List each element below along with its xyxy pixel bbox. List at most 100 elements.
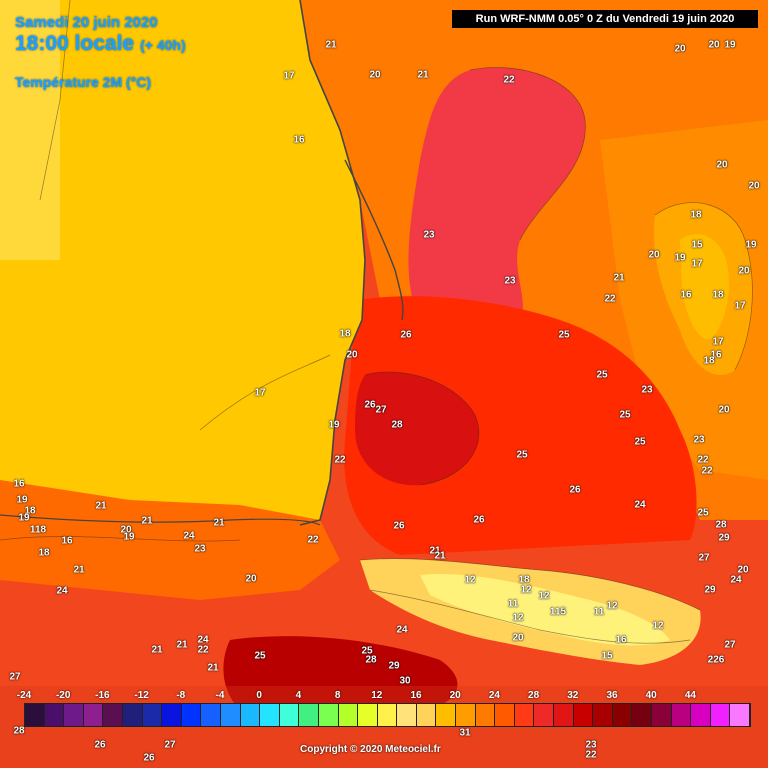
copyright: Copyright © 2020 Meteociel.fr xyxy=(300,744,441,755)
legend-tick-label: 0 xyxy=(256,690,262,701)
legend-swatch xyxy=(377,704,398,726)
temperature-value: 12 xyxy=(512,612,524,624)
south-hot-zone xyxy=(223,636,458,710)
temperature-value: 118 xyxy=(29,524,47,536)
legend-swatch xyxy=(554,704,574,726)
temperature-value: 21 xyxy=(73,564,85,576)
temperature-value: 19 xyxy=(745,239,757,251)
temperature-value: 28 xyxy=(365,654,377,666)
temperature-value: 20 xyxy=(748,180,760,192)
temperature-value: 17 xyxy=(691,258,703,270)
temperature-value: 21 xyxy=(417,69,429,81)
temperature-value: 23 xyxy=(641,384,653,396)
parameter-label: Température 2M (°C) xyxy=(15,74,152,90)
legend-swatch xyxy=(632,704,652,726)
temperature-value: 18 xyxy=(24,505,36,517)
temperature-value: 115 xyxy=(549,606,567,618)
legend-tick-label: 24 xyxy=(488,690,500,701)
legend-swatch xyxy=(299,704,319,726)
temperature-value: 25 xyxy=(634,436,646,448)
temperature-value: 23 xyxy=(504,275,516,287)
temperature-value: 11 xyxy=(593,606,605,618)
legend-tick-label: 32 xyxy=(567,690,579,701)
temperature-value: 26 xyxy=(569,484,581,496)
lead-time: (+ 40h) xyxy=(140,37,186,53)
legend-tick-label: -24 xyxy=(16,690,32,701)
temperature-value: 20 xyxy=(737,564,749,576)
legend-swatch xyxy=(103,704,123,726)
temperature-value: 17 xyxy=(712,336,724,348)
temperature-value: 24 xyxy=(197,634,209,646)
legend-swatch xyxy=(338,704,359,726)
atlantic-ocean xyxy=(0,0,365,520)
temperature-value: 29 xyxy=(718,532,730,544)
legend-swatch xyxy=(44,704,65,726)
temperature-value: 22 xyxy=(334,454,346,466)
temperature-value: 27 xyxy=(698,552,710,564)
legend-swatch xyxy=(436,704,457,726)
temperature-value: 20 xyxy=(674,43,686,55)
temperature-value: 28 xyxy=(715,519,727,531)
temperature-value: 20 xyxy=(346,349,358,361)
temperature-value: 27 xyxy=(164,739,176,751)
temperature-value: 25 xyxy=(619,409,631,421)
legend-ticks: -24 -20 -16 -12 -8 -4 0 4 8 12 16 20 24 28 32 36 40 44 xyxy=(17,690,746,702)
temperature-value: 21 xyxy=(613,272,625,284)
temperature-value: 20 xyxy=(648,249,660,261)
temperature-value: 20 xyxy=(716,159,728,171)
temperature-value: 20 xyxy=(708,39,720,51)
temperature-value: 23 xyxy=(423,229,435,241)
legend-tick-label: 16 xyxy=(410,690,422,701)
temperature-value: 23 xyxy=(194,543,206,555)
legend-swatch xyxy=(142,704,163,726)
temperature-value: 21 xyxy=(213,517,225,529)
legend-swatch xyxy=(671,704,692,726)
temperature-value: 12 xyxy=(606,600,618,612)
temperature-value: 26 xyxy=(393,520,405,532)
temperature-value: 21 xyxy=(207,662,219,674)
temperature-value: 19 xyxy=(724,39,736,51)
legend-swatch xyxy=(534,704,555,726)
temperature-value: 28 xyxy=(13,725,25,737)
temperature-value: 21 xyxy=(141,515,153,527)
legend-tick-label: -4 xyxy=(215,690,225,701)
legend-swatch xyxy=(240,704,261,726)
temperature-value: 24 xyxy=(730,574,742,586)
temperature-value: 16 xyxy=(61,535,73,547)
temperature-value: 24 xyxy=(183,530,195,542)
legend-swatch xyxy=(64,704,84,726)
temperature-value: 21 xyxy=(429,545,441,557)
temperature-value: 11 xyxy=(507,598,519,610)
legend-swatch xyxy=(25,704,45,726)
legend-swatch xyxy=(710,704,731,726)
legend-swatch xyxy=(416,704,437,726)
legend-swatch xyxy=(730,704,750,726)
east-highlands-core xyxy=(680,234,729,340)
temperature-value: 27 xyxy=(375,404,387,416)
temperature-value: 19 xyxy=(328,419,340,431)
temperature-value: 19 xyxy=(674,252,686,264)
temperature-value: 18 xyxy=(703,355,715,367)
legend-tick-label: 40 xyxy=(645,690,657,701)
legend-swatch xyxy=(397,704,417,726)
temperature-value: 16 xyxy=(293,134,305,146)
temperature-value: 20 xyxy=(718,404,730,416)
temperature-value: 25 xyxy=(361,645,373,657)
color-scale-legend xyxy=(24,703,751,727)
temperature-value: 26 xyxy=(94,739,106,751)
legend-swatch xyxy=(318,704,339,726)
legend-swatch xyxy=(691,704,711,726)
hot-interior xyxy=(344,296,697,555)
legend-swatch xyxy=(358,704,378,726)
temperature-value: 20 xyxy=(512,632,524,644)
temperature-value: 24 xyxy=(396,624,408,636)
legend-swatch xyxy=(83,704,104,726)
temperature-value: 16 xyxy=(710,349,722,361)
temperature-value: 16 xyxy=(13,478,25,490)
temperature-value: 22 xyxy=(697,454,709,466)
temperature-value: 15 xyxy=(601,650,613,662)
central-warm-band xyxy=(408,67,586,320)
temperature-value: 17 xyxy=(283,70,295,82)
temperature-value: 26 xyxy=(364,399,376,411)
